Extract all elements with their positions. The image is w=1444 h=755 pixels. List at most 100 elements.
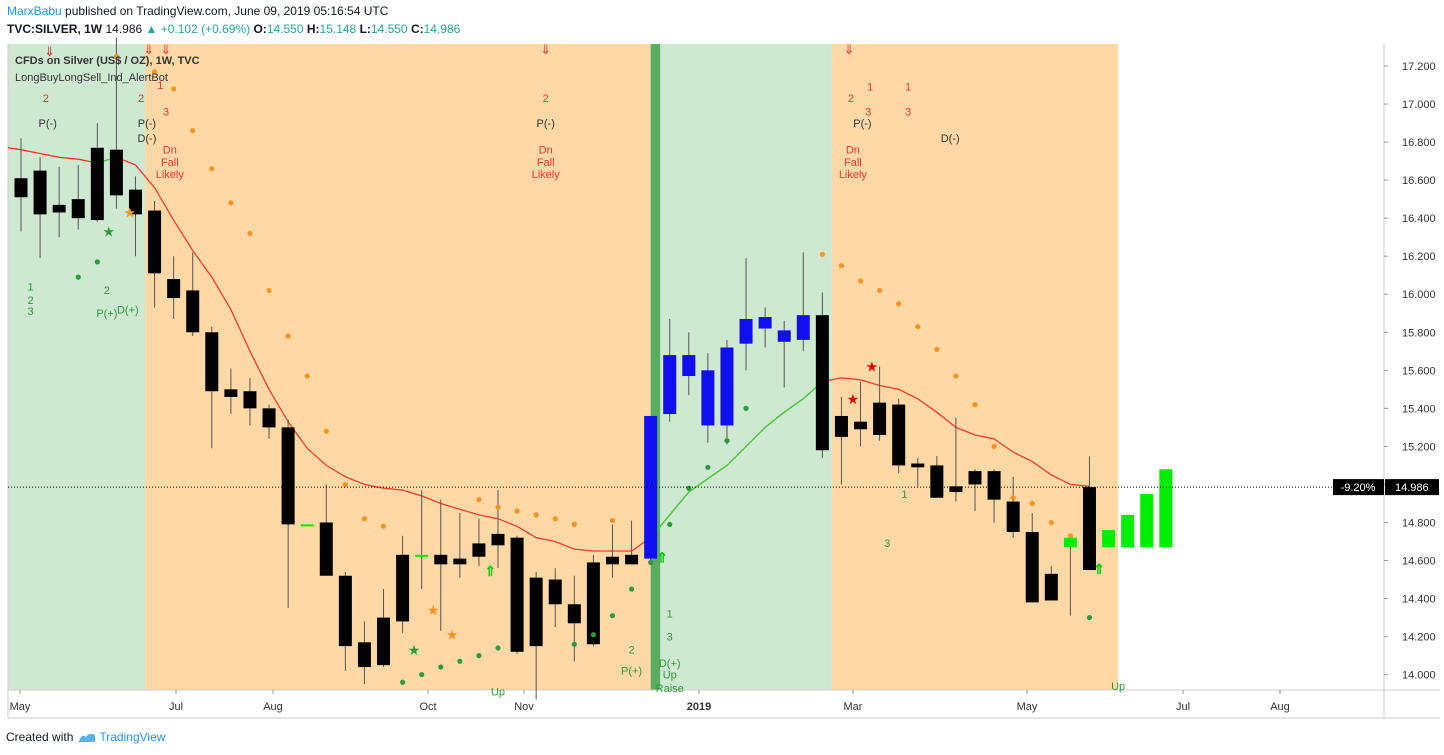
candle-body bbox=[873, 402, 887, 435]
sar-dot bbox=[953, 373, 959, 379]
candle-body bbox=[548, 579, 562, 605]
sar-dot bbox=[877, 287, 883, 294]
candle bbox=[224, 368, 238, 415]
sar-dot bbox=[991, 443, 997, 449]
sar-dot bbox=[724, 438, 730, 444]
sar-dot bbox=[743, 405, 749, 411]
candle bbox=[396, 535, 410, 633]
up-arrow-icon: ⇑ bbox=[656, 550, 668, 566]
signal-label-green: Up bbox=[663, 669, 677, 681]
open-label: O: bbox=[253, 22, 267, 36]
sar-dot bbox=[838, 263, 845, 269]
change-tag-label: -9.20% bbox=[1341, 482, 1376, 494]
sar-dot bbox=[628, 586, 635, 592]
sar-dot bbox=[552, 516, 558, 522]
sar-dot bbox=[609, 613, 616, 619]
candle bbox=[357, 621, 371, 685]
x-tick-label: Aug bbox=[263, 701, 283, 713]
candle bbox=[205, 326, 219, 449]
candle bbox=[644, 415, 658, 561]
candle bbox=[1063, 535, 1077, 616]
candle bbox=[548, 568, 562, 628]
signal-label-green: D(+) bbox=[117, 304, 139, 316]
x-tick-label: Aug bbox=[1270, 701, 1290, 713]
candle-body bbox=[663, 355, 677, 415]
signal-label-green: 1 bbox=[901, 489, 907, 501]
symbol-label: TVC:SILVER, 1W bbox=[7, 22, 103, 36]
signal-label-green: 2 bbox=[27, 295, 33, 307]
candle-body bbox=[911, 463, 925, 468]
open-value: 14.550 bbox=[266, 22, 304, 36]
candle-body bbox=[567, 604, 581, 624]
up-arrow-icon: ⇑ bbox=[485, 563, 497, 579]
signal-label: P(-) bbox=[537, 118, 555, 130]
projection-bar bbox=[1121, 514, 1135, 548]
x-tick-label: Mar bbox=[844, 701, 863, 713]
candle bbox=[472, 518, 486, 567]
candle-body bbox=[739, 318, 753, 344]
candle bbox=[14, 138, 28, 232]
signal-label-green: 1 bbox=[27, 281, 33, 293]
signal-label-green: 1 bbox=[667, 609, 673, 621]
candle-body bbox=[319, 522, 333, 576]
signal-number: 2 bbox=[138, 93, 144, 105]
ohlc-header: TVC:SILVER, 1W 14.986 ▲ +0.102 (+0.69%) … bbox=[7, 22, 460, 36]
sar-dot bbox=[151, 69, 158, 75]
candle bbox=[262, 404, 276, 439]
sar-dot bbox=[819, 251, 825, 257]
chart-title: CFDs on Silver (US$ / OZ), 1W, TVC bbox=[15, 55, 200, 67]
candle bbox=[186, 252, 200, 337]
sar-dot bbox=[75, 274, 81, 280]
signal-number: 1 bbox=[157, 80, 163, 92]
candle-body bbox=[682, 355, 696, 377]
down-arrow-icon: ⇓ bbox=[540, 42, 551, 57]
candle bbox=[930, 455, 944, 498]
y-tick-label: 14.000 bbox=[1402, 670, 1436, 682]
candle bbox=[1082, 456, 1096, 571]
signal-label: D(-) bbox=[941, 133, 960, 145]
y-tick-label: 16.600 bbox=[1402, 175, 1436, 187]
close-label: C: bbox=[410, 22, 424, 36]
x-tick-label: May bbox=[1017, 701, 1038, 713]
candle-body bbox=[1044, 573, 1058, 601]
tradingview-link[interactable]: TradingView bbox=[99, 730, 166, 744]
candle bbox=[319, 484, 333, 576]
projection-bar bbox=[1159, 469, 1173, 548]
candle bbox=[148, 201, 162, 308]
close-value: 14.986 bbox=[423, 22, 461, 36]
signal-label: D(-) bbox=[137, 133, 156, 145]
y-tick-label: 17.000 bbox=[1402, 99, 1436, 111]
star-icon: ★ bbox=[446, 627, 459, 643]
sar-dot bbox=[972, 401, 978, 408]
sar-dot bbox=[476, 497, 482, 503]
star-icon: ★ bbox=[866, 359, 879, 375]
author-link[interactable]: MarxBabu bbox=[7, 4, 62, 18]
signal-number: 3 bbox=[163, 106, 169, 118]
candle-body bbox=[968, 471, 982, 485]
parabolic-sar bbox=[75, 53, 1093, 685]
candle-body bbox=[815, 315, 829, 451]
y-tick-label: 15.400 bbox=[1402, 403, 1436, 415]
sar-dot bbox=[266, 287, 272, 294]
signal-text: Fall bbox=[844, 157, 862, 169]
last-price: 14.986 bbox=[105, 22, 143, 36]
sar-dot bbox=[1010, 495, 1016, 501]
change-tag bbox=[1333, 479, 1384, 496]
sar-dot bbox=[495, 504, 501, 510]
candle bbox=[682, 332, 696, 396]
candle bbox=[338, 571, 352, 671]
candle-body bbox=[281, 427, 295, 525]
sar-dot bbox=[438, 664, 444, 670]
ma-line bbox=[7, 147, 1090, 552]
signal-label-green: P(+) bbox=[96, 308, 117, 320]
projection-bar bbox=[1140, 493, 1154, 548]
ma-line-green bbox=[650, 381, 823, 539]
low-value: 14.550 bbox=[370, 22, 408, 36]
signal-text: Fall bbox=[161, 157, 179, 169]
candle-body bbox=[472, 543, 486, 557]
candle bbox=[33, 157, 47, 259]
candle-body bbox=[52, 204, 66, 213]
y-tick-label: 15.800 bbox=[1402, 327, 1436, 339]
